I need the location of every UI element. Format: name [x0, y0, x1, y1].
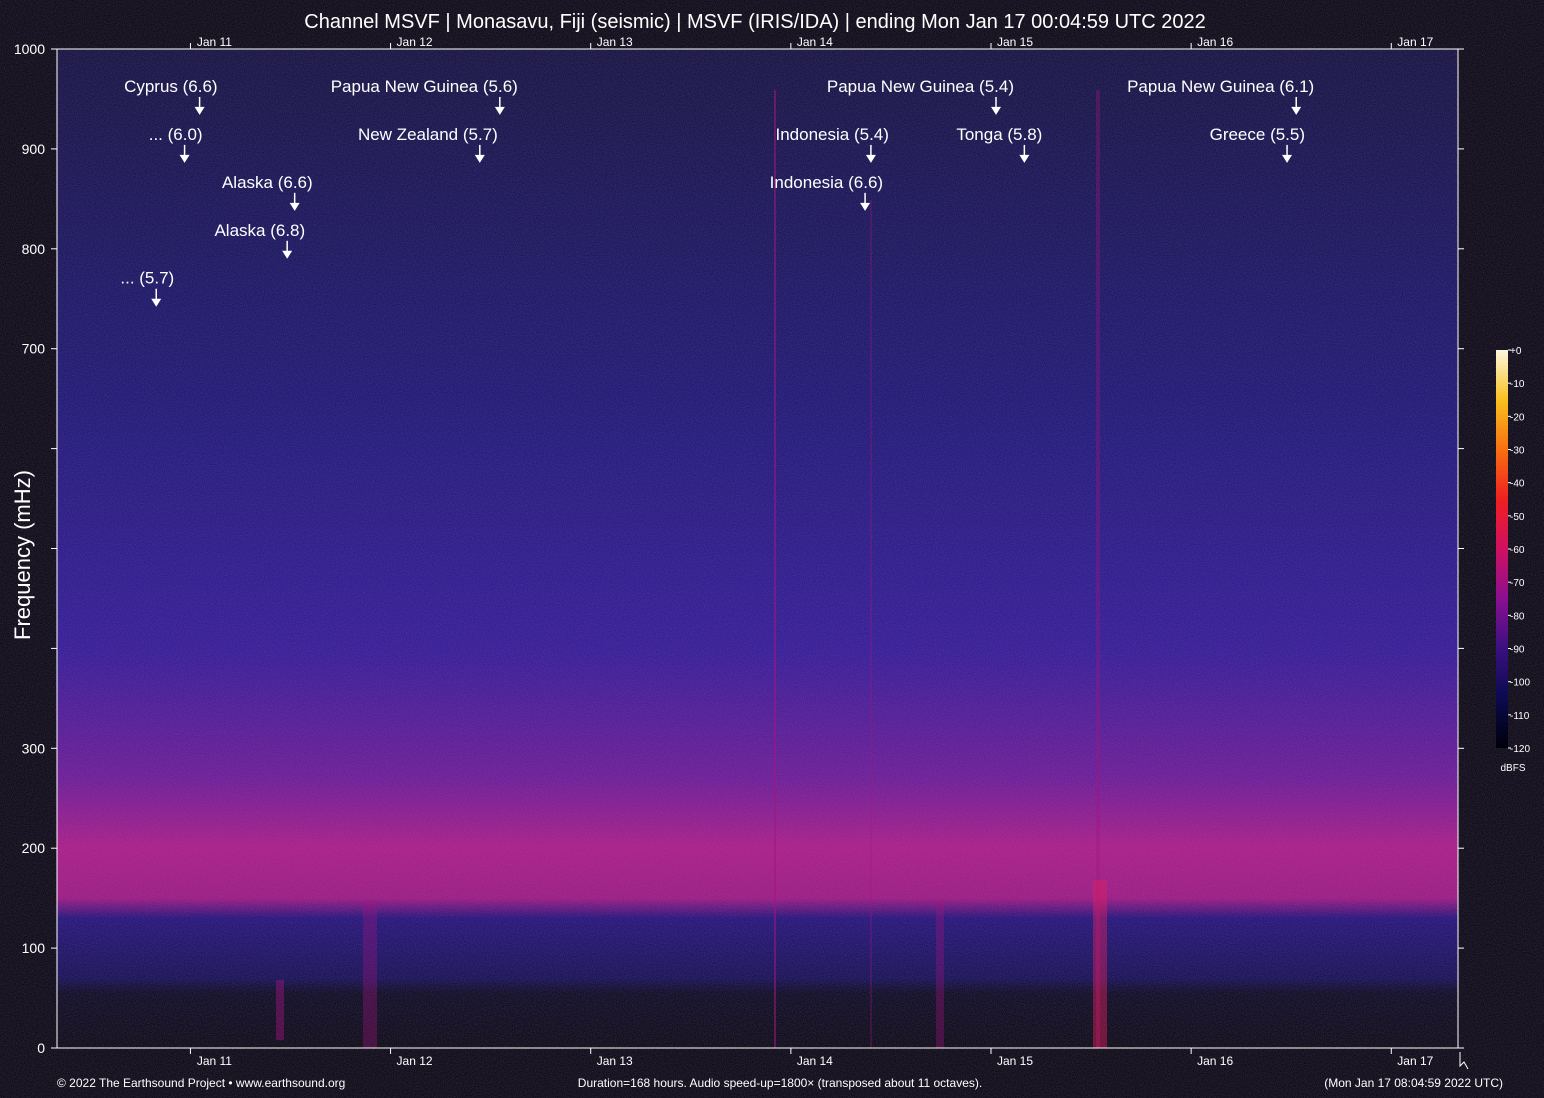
- annotation: New Zealand (5.7): [358, 125, 498, 163]
- annotation-arrow-head: [474, 154, 485, 163]
- colorbar-tick-label: -50: [1510, 512, 1525, 523]
- annotation: Tonga (5.8): [956, 125, 1042, 163]
- x-tick-label: Jan 16: [1197, 1054, 1233, 1068]
- annotation-label: ... (6.0): [149, 125, 203, 144]
- annotation-label: Indonesia (5.4): [776, 125, 889, 144]
- annotation: Papua New Guinea (6.1): [1127, 77, 1314, 115]
- y-axis-label: Frequency (mHz): [10, 470, 35, 640]
- annotation: ... (6.0): [149, 125, 203, 163]
- x-tick-label: Jan 13: [597, 1054, 633, 1068]
- annotation: Cyprus (6.6): [124, 77, 218, 115]
- x-tick-label: Jan 15: [997, 1054, 1033, 1068]
- colorbar-tick-label: -80: [1510, 611, 1525, 622]
- annotation-label: ... (5.7): [120, 269, 174, 288]
- annotation-label: Greece (5.5): [1210, 125, 1305, 144]
- annotation-arrow-head: [282, 250, 293, 259]
- annotation-arrow-head: [194, 106, 205, 115]
- chart-title: Channel MSVF | Monasavu, Fiji (seismic) …: [304, 11, 1206, 33]
- annotation: Greece (5.5): [1210, 125, 1305, 163]
- annotation-label: Indonesia (6.6): [770, 173, 883, 192]
- annotation-arrow-head: [865, 154, 876, 163]
- annotation: Alaska (6.6): [222, 173, 313, 211]
- x-tick-label-top: Jan 12: [397, 35, 433, 49]
- footer-right: (Mon Jan 17 08:04:59 2022 UTC): [1324, 1076, 1503, 1090]
- colorbar-tick-label: -70: [1510, 578, 1525, 589]
- annotation: Papua New Guinea (5.4): [827, 77, 1014, 115]
- colorbar-tick-label: +0: [1510, 346, 1522, 357]
- annotation: Indonesia (5.4): [776, 125, 889, 163]
- x-tick-label-top: Jan 16: [1197, 35, 1233, 49]
- annotation-arrow-head: [1291, 106, 1302, 115]
- annotation-arrow-head: [151, 298, 162, 307]
- annotation-arrow-head: [1019, 154, 1030, 163]
- x-tick-label-top: Jan 17: [1397, 35, 1433, 49]
- annotation-arrow-head: [860, 202, 871, 211]
- colorbar-tick-label: -20: [1510, 412, 1525, 423]
- x-tick-label: Jan 14: [797, 1054, 833, 1068]
- annotation: Papua New Guinea (5.6): [331, 77, 518, 115]
- colorbar: [1496, 350, 1508, 748]
- colorbar-tick-label: -60: [1510, 545, 1525, 556]
- colorbar-tick-label: -110: [1510, 711, 1530, 722]
- x-tick-label: Jan 11: [197, 1054, 232, 1068]
- annotation-arrow-head: [289, 202, 300, 211]
- annotation-label: Alaska (6.6): [222, 173, 313, 192]
- x-tick-label-top: Jan 15: [997, 35, 1033, 49]
- x-tick-label-top: Jan 13: [597, 35, 633, 49]
- y-tick-label: 900: [22, 141, 46, 157]
- y-tick-label: 1000: [14, 41, 45, 57]
- annotation-arrow-head: [991, 106, 1002, 115]
- cursor: [1459, 1052, 1469, 1070]
- y-tick-label: 700: [22, 341, 46, 357]
- annotation-label: New Zealand (5.7): [358, 125, 498, 144]
- annotation: ... (5.7): [120, 269, 174, 307]
- annotation-arrow-head: [494, 106, 505, 115]
- y-tick-label: 0: [37, 1040, 45, 1056]
- colorbar-label: dBFS: [1500, 763, 1525, 774]
- annotation-arrow-head: [179, 154, 190, 163]
- colorbar-tick-label: -120: [1510, 744, 1530, 755]
- colorbar-tick-label: -30: [1510, 446, 1525, 457]
- event-streaks: [276, 90, 1107, 1048]
- colorbar-tick-label: -10: [1510, 379, 1525, 390]
- annotation-label: Papua New Guinea (6.1): [1127, 77, 1314, 96]
- x-tick-label-top: Jan 11: [197, 35, 232, 49]
- annotation: Alaska (6.8): [214, 221, 305, 259]
- colorbar-tick-label: -100: [1510, 678, 1530, 689]
- annotation-label: Cyprus (6.6): [124, 77, 218, 96]
- footer-left: © 2022 The Earthsound Project • www.eart…: [57, 1076, 345, 1090]
- x-tick-label: Jan 12: [397, 1054, 433, 1068]
- colorbar-tick-label: -90: [1510, 645, 1525, 656]
- annotation: Indonesia (6.6): [770, 173, 883, 211]
- colorbar-tick-label: -40: [1510, 479, 1525, 490]
- y-tick-label: 800: [22, 241, 46, 257]
- annotation-label: Papua New Guinea (5.6): [331, 77, 518, 96]
- y-tick-label: 300: [22, 740, 46, 756]
- annotation-label: Alaska (6.8): [214, 221, 305, 240]
- annotation-label: Tonga (5.8): [956, 125, 1042, 144]
- spectrogram-noise: [57, 49, 1458, 1048]
- x-tick-label-top: Jan 14: [797, 35, 833, 49]
- y-tick-label: 100: [22, 940, 46, 956]
- footer-center: Duration=168 hours. Audio speed-up=1800×…: [578, 1076, 982, 1090]
- annotation-arrow-head: [1282, 154, 1293, 163]
- y-tick-label: 200: [22, 840, 46, 856]
- x-tick-label: Jan 17: [1397, 1054, 1433, 1068]
- annotation-label: Papua New Guinea (5.4): [827, 77, 1014, 96]
